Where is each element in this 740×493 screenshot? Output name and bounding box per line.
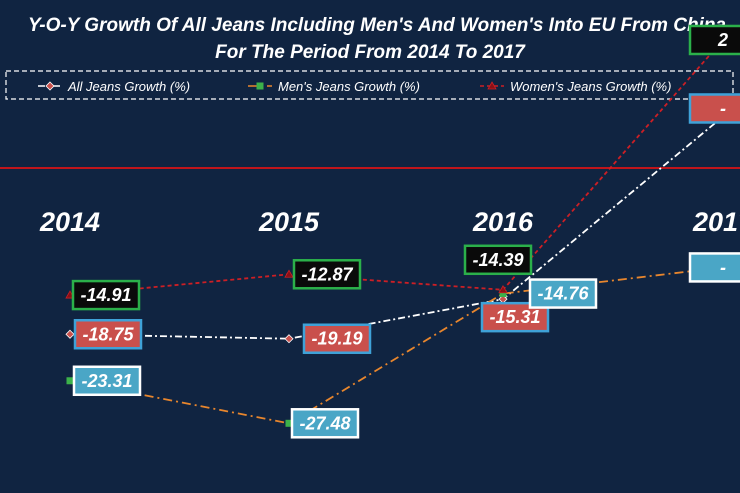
data-label-box-2-1 — [292, 259, 362, 290]
data-label-1-1: -27.48 — [290, 408, 360, 439]
data-label-text-2-2: -14.39 — [472, 250, 523, 270]
data-label-text-1-1: -27.48 — [299, 413, 350, 433]
data-label-text-1-3: - — [720, 257, 726, 277]
category-label-2015: 2015 — [258, 207, 320, 237]
data-label-box-0-3 — [688, 93, 740, 124]
legend-entry-1: Men's Jeans Growth (%) — [278, 79, 420, 94]
series-line-0 — [69, 115, 724, 340]
legend-entry-2: Women's Jeans Growth (%) — [510, 79, 671, 94]
data-label-box-0-0 — [73, 319, 143, 350]
data-point-1-0 — [66, 377, 74, 385]
data-label-1-2: -14.76 — [528, 278, 598, 309]
data-label-text-2-1: -12.87 — [301, 264, 353, 284]
data-point-2-2 — [498, 284, 508, 294]
category-label-2016: 2016 — [472, 207, 534, 237]
data-labels: -18.75 -19.19 -15.31 - -23.31 -27.48 -14.76 - -1… — [71, 24, 740, 439]
data-point-1-2 — [499, 290, 507, 298]
data-label-box-2-0 — [71, 279, 141, 311]
data-label-2-0: -14.91 — [71, 279, 141, 311]
legend-marker-2 — [487, 81, 497, 90]
legend-box — [5, 70, 734, 100]
category-label-2014: 2014 — [39, 207, 100, 237]
data-label-box-1-3 — [688, 252, 740, 283]
legend-marker-1 — [256, 82, 264, 90]
series-line-1 — [69, 266, 724, 425]
data-label-2-2: -14.39 — [463, 244, 533, 276]
data-label-2-3: 2 — [688, 24, 740, 56]
data-label-0-1: -19.19 — [302, 323, 372, 354]
data-label-box-1-0 — [72, 365, 142, 397]
data-label-box-0-1 — [302, 323, 372, 354]
data-label-text-0-3: - — [720, 98, 726, 118]
data-label-text-1-2: -14.76 — [537, 284, 589, 304]
chart-title-line2: For The Period From 2014 To 2017 — [215, 42, 526, 63]
data-label-text-0-2: -15.31 — [489, 307, 540, 327]
data-label-text-2-0: -14.91 — [80, 285, 131, 305]
data-label-text-0-1: -19.19 — [311, 329, 362, 349]
data-label-box-1-2 — [528, 278, 598, 309]
data-label-box-2-3 — [688, 24, 740, 56]
data-point-0-0 — [65, 329, 75, 339]
data-label-box-2-2 — [463, 244, 533, 276]
category-label-2017: 2017 — [692, 207, 740, 237]
data-point-2-1 — [284, 269, 294, 278]
data-label-1-3: - — [688, 252, 740, 283]
data-point-1-1 — [285, 419, 293, 427]
data-label-0-3: - — [688, 93, 740, 124]
data-label-text-0-0: -18.75 — [82, 324, 134, 344]
data-label-text-1-0: -23.31 — [81, 371, 132, 391]
legend: All Jeans Growth (%) Men's Jeans Growth (… — [5, 70, 734, 100]
data-label-text-2-3: 2 — [717, 30, 728, 50]
data-label-2-1: -12.87 — [292, 259, 362, 290]
legend-marker-0 — [45, 81, 55, 91]
data-label-1-0: -23.31 — [72, 365, 142, 397]
legend-entry-0: All Jeans Growth (%) — [67, 79, 190, 94]
data-label-box-1-1 — [290, 408, 360, 439]
chart-title-line1: Y-O-Y Growth Of All Jeans Including Men'… — [28, 15, 726, 36]
data-point-0-1 — [284, 334, 294, 344]
data-label-0-0: -18.75 — [73, 319, 143, 350]
category-labels: 2014 2015 2016 2017 — [39, 207, 740, 237]
